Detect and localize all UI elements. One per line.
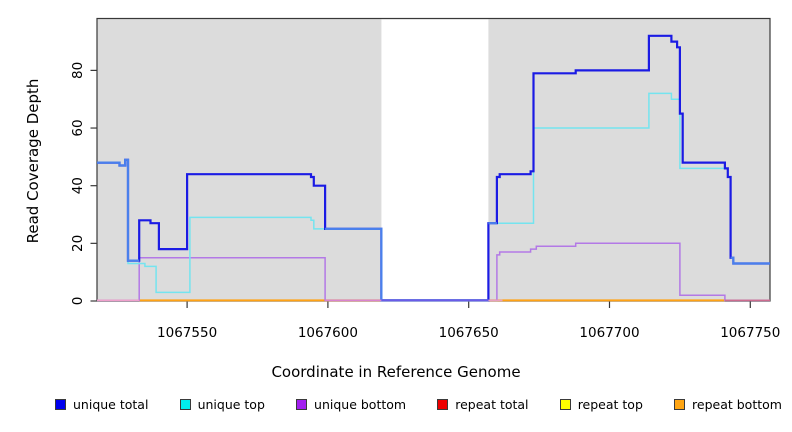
legend-item-unique-top: unique top [179,397,265,412]
series-unique-bottom-line [97,242,770,302]
legend-swatch-unique-top [179,399,191,410]
legend-swatch-unique-total [55,399,66,410]
legend-swatch-repeat-bottom [674,399,686,410]
legend-item-repeat-bottom: repeat bottom [674,397,782,412]
x-tick-label: 1067550 [157,325,217,341]
series-total-top-overlap-line [730,256,770,265]
legend-label: unique top [197,397,265,412]
x-tick-label: 1067700 [579,325,639,341]
legend-swatch-repeat-top [559,399,571,410]
legend-item-unique-bottom: unique bottom [296,397,406,412]
legend: unique total unique top unique bottom repea… [55,397,782,412]
legend-label: unique bottom [314,397,407,412]
y-tick-label: 0 [70,297,86,306]
y-tick-label: 80 [70,62,86,79]
legend-swatch-repeat-total [437,399,449,410]
legend-label: repeat total [455,397,529,412]
legend-item-unique-total: unique total [55,397,148,412]
x-axis-title: Coordinate in Reference Genome [271,363,521,381]
x-tick-label: 1067600 [298,325,358,341]
masked-region [381,19,489,301]
legend-label: unique total [73,397,149,412]
legend-label: repeat bottom [692,397,782,412]
legend-item-repeat-top: repeat top [559,397,643,412]
series-total-top-overlap-line [97,158,140,262]
legend-item-repeat-total: repeat total [437,397,529,412]
x-tick-label: 1067650 [439,325,499,341]
legend-label: repeat top [577,397,643,412]
legend-swatch-unique-bottom [296,399,308,410]
y-tick-label: 40 [70,177,86,194]
y-axis-title: Read Coverage Depth [24,78,42,244]
y-tick-label: 60 [70,119,86,136]
series-unique-total-line [97,34,770,302]
x-tick-label: 1067750 [720,325,780,341]
y-tick-label: 20 [70,235,86,252]
